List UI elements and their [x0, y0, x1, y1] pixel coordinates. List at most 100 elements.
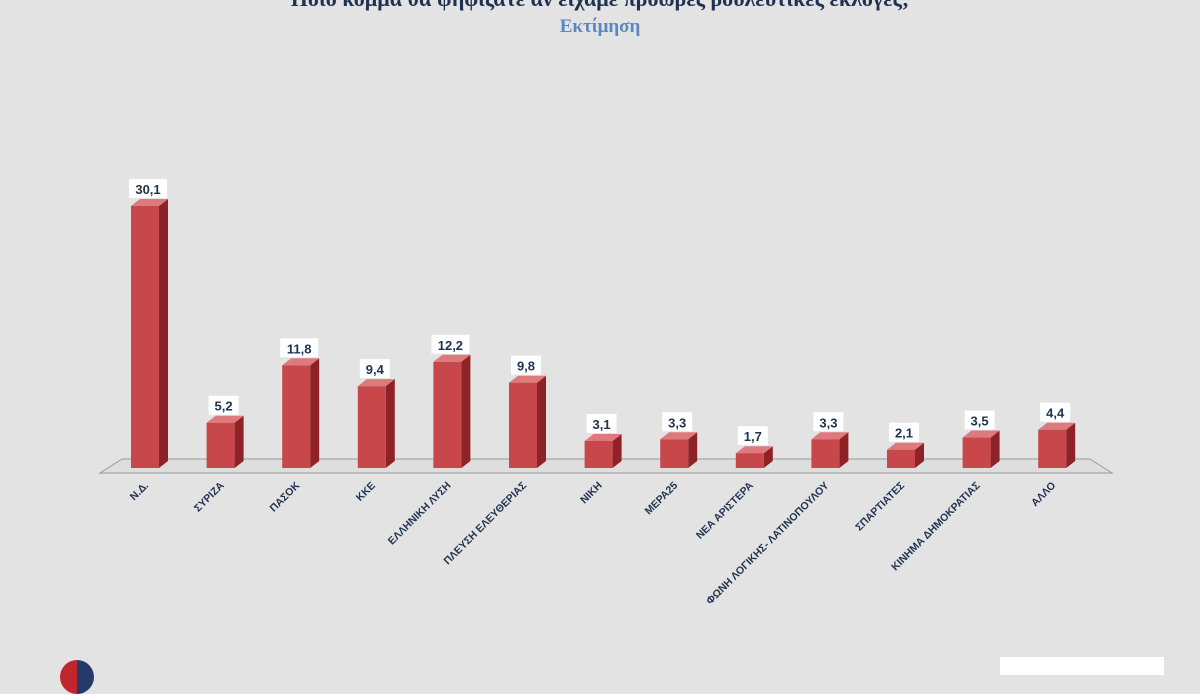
bar	[282, 358, 320, 468]
data-label: 3,3	[813, 412, 844, 432]
data-label-text: 11,8	[287, 341, 312, 356]
x-tick-label: ΑΛΛΟ	[1029, 480, 1058, 509]
data-label-text: 9,8	[517, 359, 535, 374]
data-label: 11,8	[280, 338, 319, 358]
bar-front	[735, 453, 764, 468]
bar	[887, 442, 924, 468]
data-label: 3,3	[662, 412, 693, 432]
bar-side	[234, 415, 244, 468]
bar-front	[811, 439, 840, 468]
data-label: 5,2	[208, 395, 239, 415]
bar-side	[461, 354, 471, 468]
x-tick-label: ΠΛΕΥΣΗ ΕΛΕΥΘΕΡΙΑΣ	[441, 480, 529, 568]
bar-side	[915, 442, 924, 468]
bar-side	[688, 432, 698, 468]
data-label: 30,1	[129, 179, 167, 198]
bar	[584, 434, 622, 468]
bar	[131, 199, 168, 468]
data-label-text: 3,3	[668, 415, 686, 430]
corner-overlay	[1000, 657, 1164, 675]
bar-front	[282, 365, 311, 468]
bar-front	[433, 361, 462, 468]
data-label-box	[737, 426, 768, 446]
data-label-text: 3,3	[819, 415, 837, 430]
bar-front	[962, 437, 991, 468]
data-label: 3,5	[964, 410, 995, 430]
chart-subtitle: Εκτίμηση	[559, 16, 641, 37]
data-label-box	[662, 412, 693, 432]
data-label-box	[1040, 402, 1071, 422]
data-label-box	[208, 395, 239, 415]
data-label-text: 5,2	[215, 399, 233, 414]
x-tick-label: ΝΙΚΗ	[578, 480, 605, 507]
data-label-box	[813, 412, 844, 432]
data-label-box	[586, 414, 617, 434]
data-label-text: 2,1	[895, 426, 913, 441]
x-tick-label: ΦΩΝΗ ΛΟΓΙΚΗΣ- ΛΑΤΙΝΟΠΟΥΛΟΥ	[704, 480, 831, 607]
data-label: 3,1	[586, 414, 617, 434]
x-tick-label: ΚΙΝΗΜΑ ΔΗΜΟΚΡΑΤΙΑΣ	[889, 480, 983, 574]
data-label-box	[964, 410, 995, 430]
data-label-text: 3,5	[971, 414, 989, 429]
bar-side	[310, 358, 320, 468]
bar-front	[660, 439, 689, 468]
bar-front	[131, 206, 159, 468]
bar-side	[1066, 422, 1076, 468]
data-label-text: 3,1	[593, 417, 611, 432]
bar-side	[537, 375, 546, 468]
bar-top	[433, 354, 471, 362]
data-label: 9,4	[359, 359, 390, 379]
x-tick-label: ΣΠΑΡΤΙΑΤΕΣ	[853, 480, 907, 534]
bar	[206, 415, 244, 468]
bar-top	[887, 442, 924, 450]
bar	[357, 379, 395, 468]
data-label: 12,2	[431, 334, 470, 354]
x-tick-label: ΝΕΑ ΑΡΙΣΤΕΡΑ	[694, 479, 756, 541]
bar-side	[990, 430, 1000, 468]
bar-front	[206, 422, 235, 468]
bar-top	[282, 358, 320, 366]
bar	[962, 430, 1000, 468]
bar-side	[612, 434, 622, 468]
bar-top	[962, 430, 1000, 438]
bar-top	[131, 199, 168, 206]
bar	[735, 446, 773, 468]
data-label-box	[889, 422, 919, 442]
x-tick-label: Ν.Δ.	[128, 480, 151, 503]
bar-top	[206, 415, 244, 423]
bar-front	[887, 449, 915, 468]
bar-top	[509, 375, 546, 383]
bar-side	[839, 432, 849, 468]
bar-top	[660, 432, 698, 440]
data-label-text: 1,7	[744, 429, 762, 444]
data-label: 9,8	[511, 355, 541, 375]
bar-top	[584, 434, 622, 442]
data-label-box	[359, 359, 390, 379]
bar-front	[509, 382, 537, 468]
bar-front	[357, 386, 386, 468]
bar	[811, 432, 849, 468]
bar-side	[763, 446, 773, 468]
data-label-box	[129, 179, 167, 198]
x-tick-label: ΜΕΡΑ25	[643, 480, 681, 518]
data-label-box	[431, 334, 470, 354]
bar-side	[385, 379, 395, 468]
data-label: 1,7	[737, 426, 768, 446]
bar-top	[735, 446, 773, 454]
x-tick-label: ΚΚΕ	[354, 480, 378, 504]
x-tick-label: ΕΛΛΗΝΙΚΗ ΛΥΣΗ	[386, 480, 454, 548]
data-label: 4,4	[1040, 402, 1071, 422]
bar	[509, 375, 546, 468]
bar	[1038, 422, 1076, 468]
bar	[433, 354, 471, 468]
data-label-text: 9,4	[366, 362, 385, 377]
chart-title: Ποιο κόμμα θα ψηφίζατε αν είχαμε πρόωρες…	[0, 0, 1200, 12]
bar	[660, 432, 698, 468]
bar-side	[159, 199, 168, 468]
data-label-box	[511, 355, 541, 375]
data-label-text: 30,1	[135, 182, 160, 197]
bar-top	[357, 379, 395, 387]
data-label-box	[280, 338, 319, 358]
bar-chart: 30,1 5,2 11,8 9,4 12,2 9,8 3,1 3,3 1,7 3,3 2,1 3,5 4…	[98, 179, 1114, 607]
data-label: 2,1	[889, 422, 919, 442]
